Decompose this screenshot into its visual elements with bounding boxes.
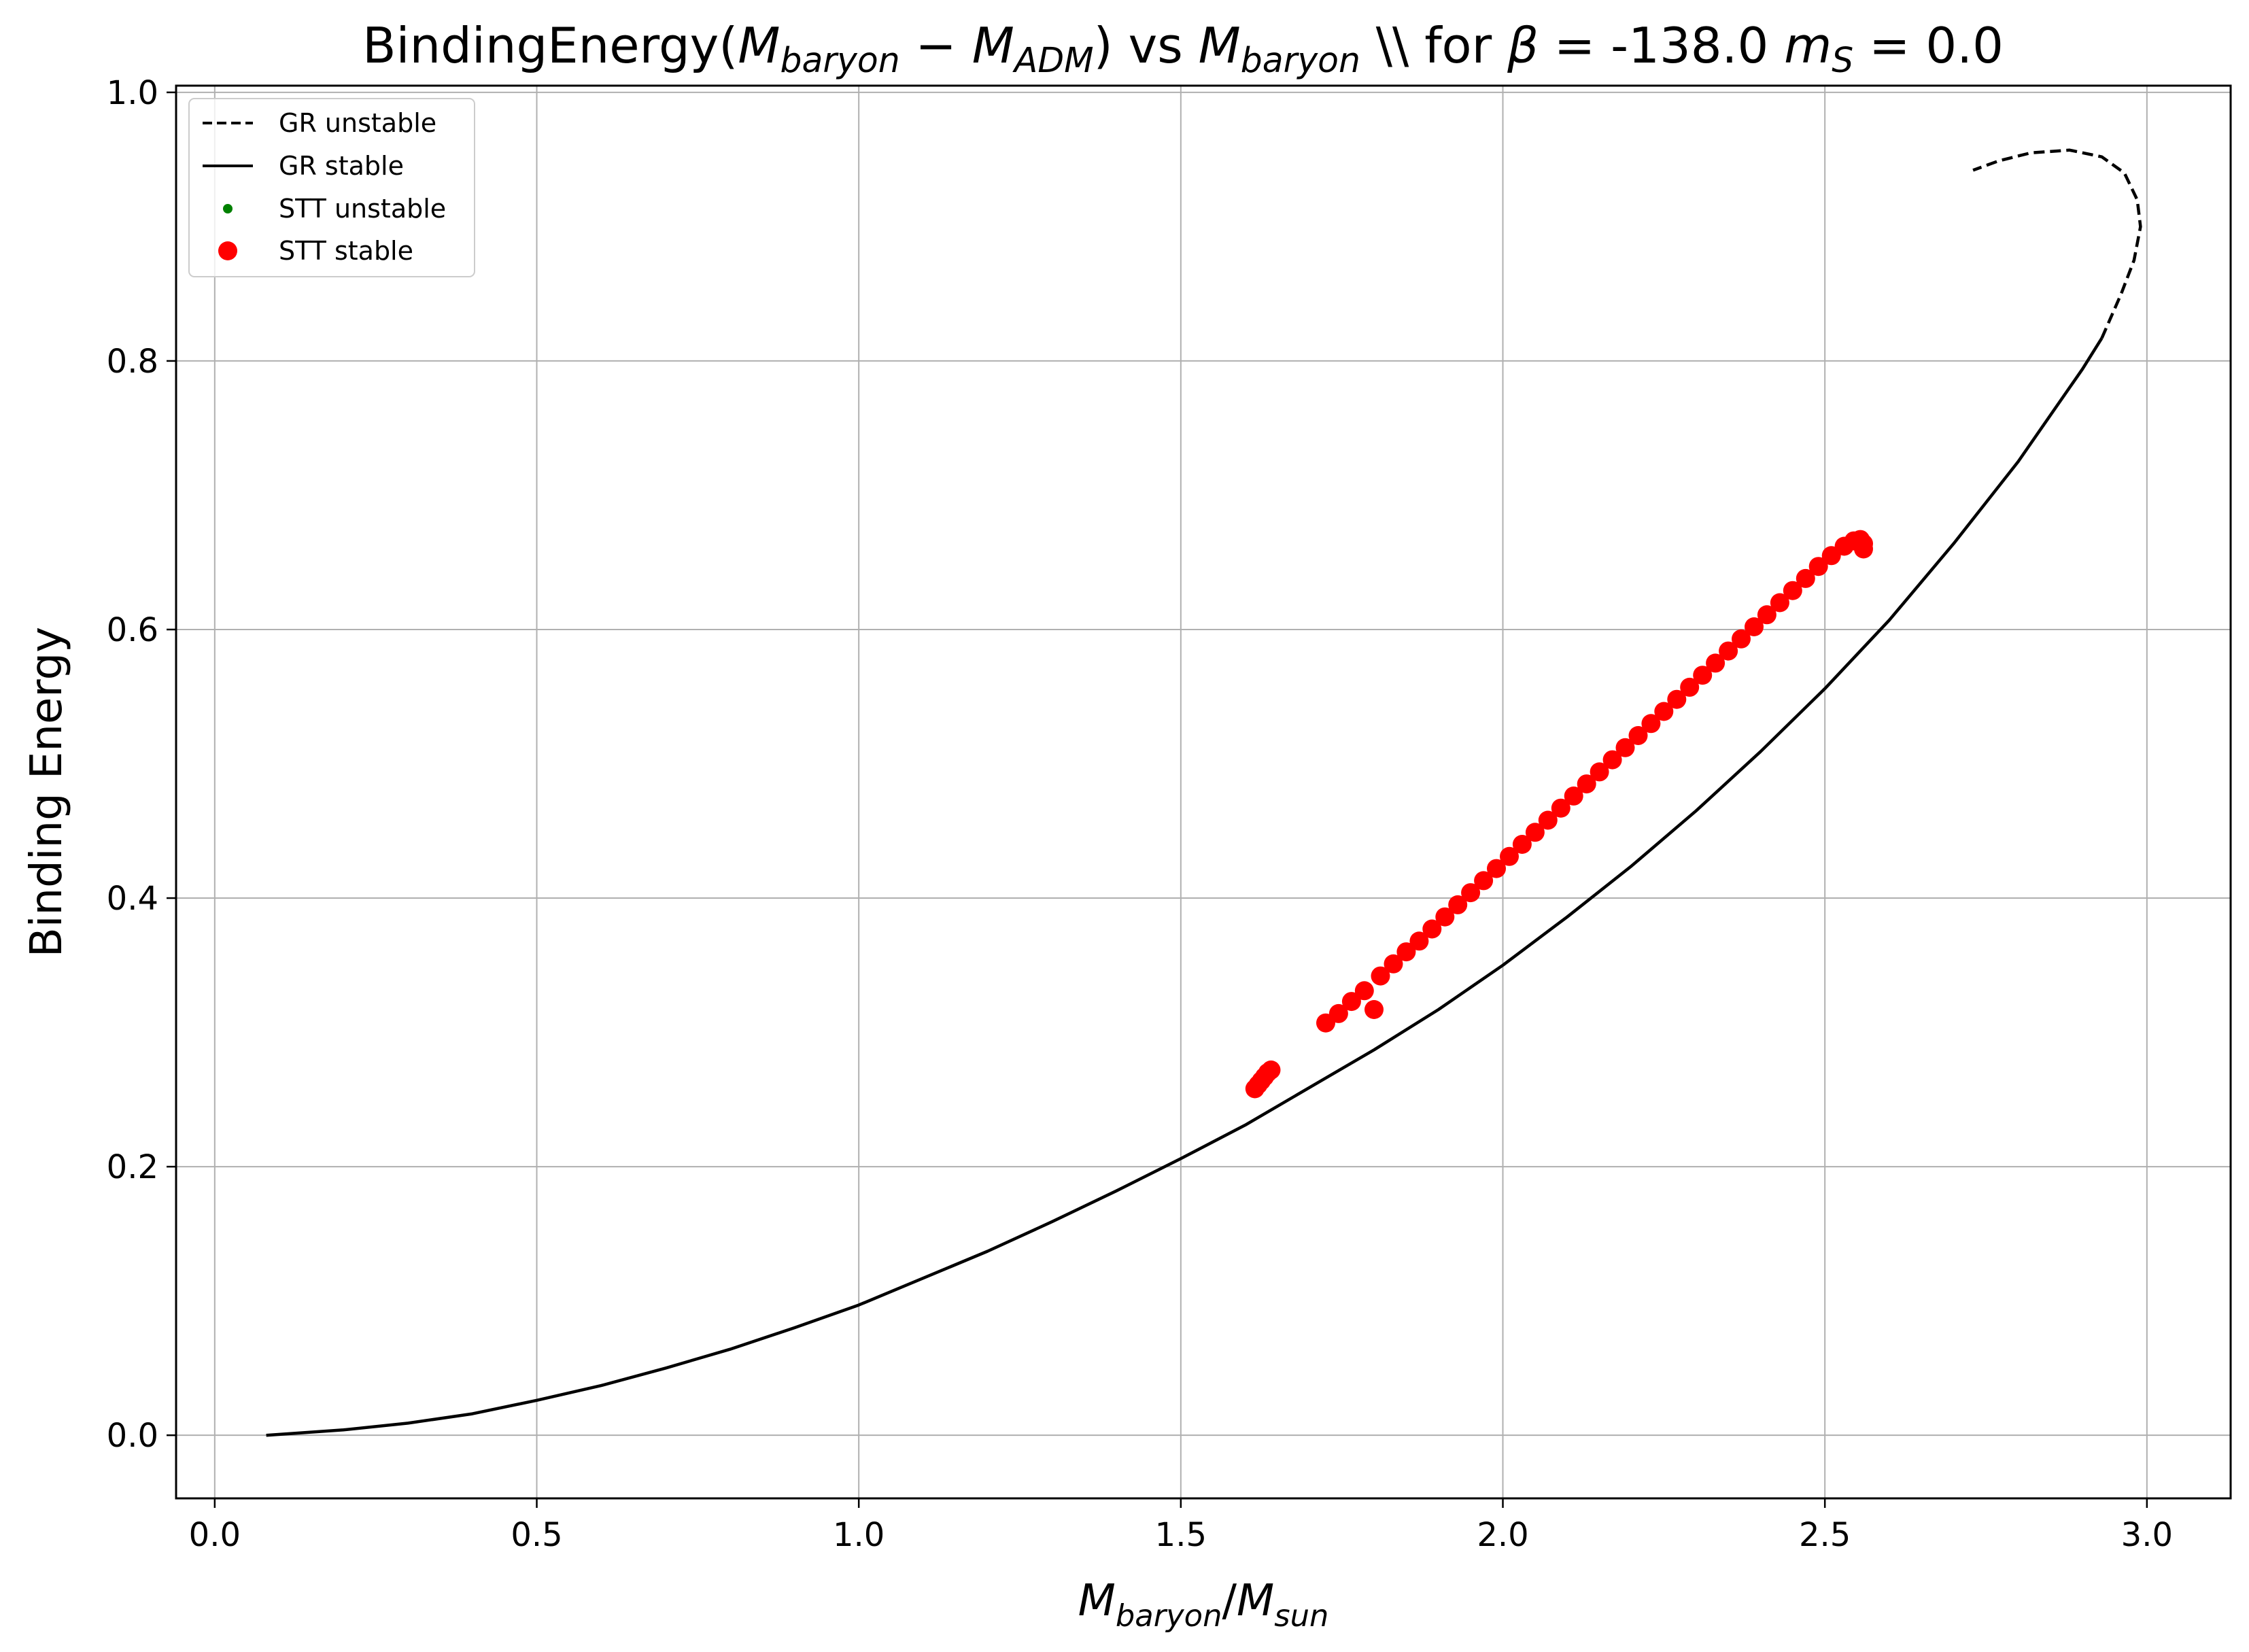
y-tick-label: 0.4 bbox=[107, 880, 158, 918]
stt-stable-point bbox=[1757, 605, 1776, 625]
stt-stable-point bbox=[1409, 931, 1429, 951]
stt-stable-point bbox=[1590, 762, 1609, 782]
x-tick-label: 1.0 bbox=[833, 1516, 885, 1554]
gr-stable-line bbox=[266, 337, 2104, 1437]
stt-stable-point bbox=[1654, 702, 1674, 721]
stt-stable-point bbox=[1615, 738, 1635, 757]
legend: GR unstable GR stable STT unstable STT s… bbox=[188, 98, 475, 277]
stt-stable-point bbox=[1396, 942, 1416, 962]
stt-stable-point bbox=[1770, 593, 1789, 613]
x-tick-label: 0.5 bbox=[511, 1516, 562, 1554]
grid bbox=[176, 86, 2231, 1498]
stt-stable-point bbox=[1577, 774, 1596, 794]
stt-stable-point bbox=[1448, 895, 1468, 914]
stt-stable-point bbox=[1693, 666, 1713, 685]
legend-small-dot-icon bbox=[223, 204, 233, 213]
stt-stable-point bbox=[1487, 859, 1506, 878]
stt-stable-point bbox=[1435, 907, 1455, 927]
stt-stable-point bbox=[1500, 846, 1519, 866]
stt-stable-point bbox=[1371, 966, 1390, 986]
stt-stable-point bbox=[1808, 557, 1828, 577]
x-tick-label: 2.0 bbox=[1477, 1516, 1528, 1554]
stt-stable-point bbox=[1628, 726, 1648, 745]
stt-stable-point bbox=[1422, 919, 1442, 939]
plot-series bbox=[266, 148, 2142, 1437]
y-tick-label: 1.0 bbox=[107, 74, 158, 112]
gr-unstable-line bbox=[1972, 148, 2142, 339]
stt-stable-point bbox=[1474, 871, 1494, 891]
axis-ticks: 0.0 0.5 1.0 1.5 2.0 2.5 3.0 0.0 0.2 0.4 0.6 0.8 1.0 bbox=[107, 74, 2173, 1554]
stt-stable-point bbox=[1680, 677, 1700, 697]
stt-stable-point bbox=[1706, 653, 1726, 673]
stt-stable-point bbox=[1384, 954, 1403, 974]
stt-stable-point bbox=[1854, 539, 1873, 559]
y-axis-label: Binding Energy bbox=[22, 627, 72, 957]
x-axis-label: Mbaryon/Msun bbox=[1078, 1576, 1329, 1634]
legend-label-stt-stable: STT stable bbox=[279, 236, 413, 266]
stt-stable-point bbox=[1364, 1000, 1384, 1019]
stt-stable-point bbox=[1261, 1060, 1281, 1080]
stt-stable-point bbox=[1641, 714, 1661, 734]
x-tick-label: 2.5 bbox=[1799, 1516, 1851, 1554]
stt-stable-point bbox=[1341, 992, 1361, 1012]
stt-stable-point bbox=[1551, 798, 1570, 818]
x-tick-label: 1.5 bbox=[1155, 1516, 1207, 1554]
y-tick-label: 0.8 bbox=[107, 343, 158, 381]
legend-label-stt-unstable: STT unstable bbox=[279, 194, 446, 224]
stt-stable-point bbox=[1328, 1003, 1348, 1023]
legend-label-gr-stable: GR stable bbox=[279, 151, 404, 181]
stt-stable-point bbox=[1538, 810, 1558, 830]
y-tick-label: 0.6 bbox=[107, 611, 158, 649]
stt-stable-point bbox=[1783, 581, 1802, 600]
stt-stable-point bbox=[1745, 617, 1764, 636]
stt-stable-point bbox=[1564, 786, 1583, 806]
stt-stable-point bbox=[1512, 835, 1532, 854]
y-tick-label: 0.0 bbox=[107, 1417, 158, 1455]
x-tick-label: 3.0 bbox=[2121, 1516, 2173, 1554]
y-tick-label: 0.2 bbox=[107, 1148, 158, 1186]
stt-stable-point bbox=[1732, 629, 1751, 649]
stt-stable-point bbox=[1525, 823, 1545, 842]
stt-stable-point bbox=[1602, 750, 1622, 770]
legend-box bbox=[188, 98, 475, 277]
chart-title: BindingEnergy(Mbaryon − MADM) vs Mbaryon… bbox=[362, 17, 2004, 80]
legend-large-dot-icon bbox=[218, 241, 237, 260]
legend-label-gr-unstable: GR unstable bbox=[279, 108, 436, 138]
plot-frame bbox=[175, 84, 2232, 1500]
stt-stable-point bbox=[1719, 641, 1738, 661]
x-tick-label: 0.0 bbox=[189, 1516, 241, 1554]
stt-stable-point bbox=[1461, 883, 1481, 903]
stt-stable-point bbox=[1667, 689, 1687, 709]
stt-stable-point bbox=[1354, 981, 1374, 1001]
stt-stable-point bbox=[1796, 568, 1815, 588]
